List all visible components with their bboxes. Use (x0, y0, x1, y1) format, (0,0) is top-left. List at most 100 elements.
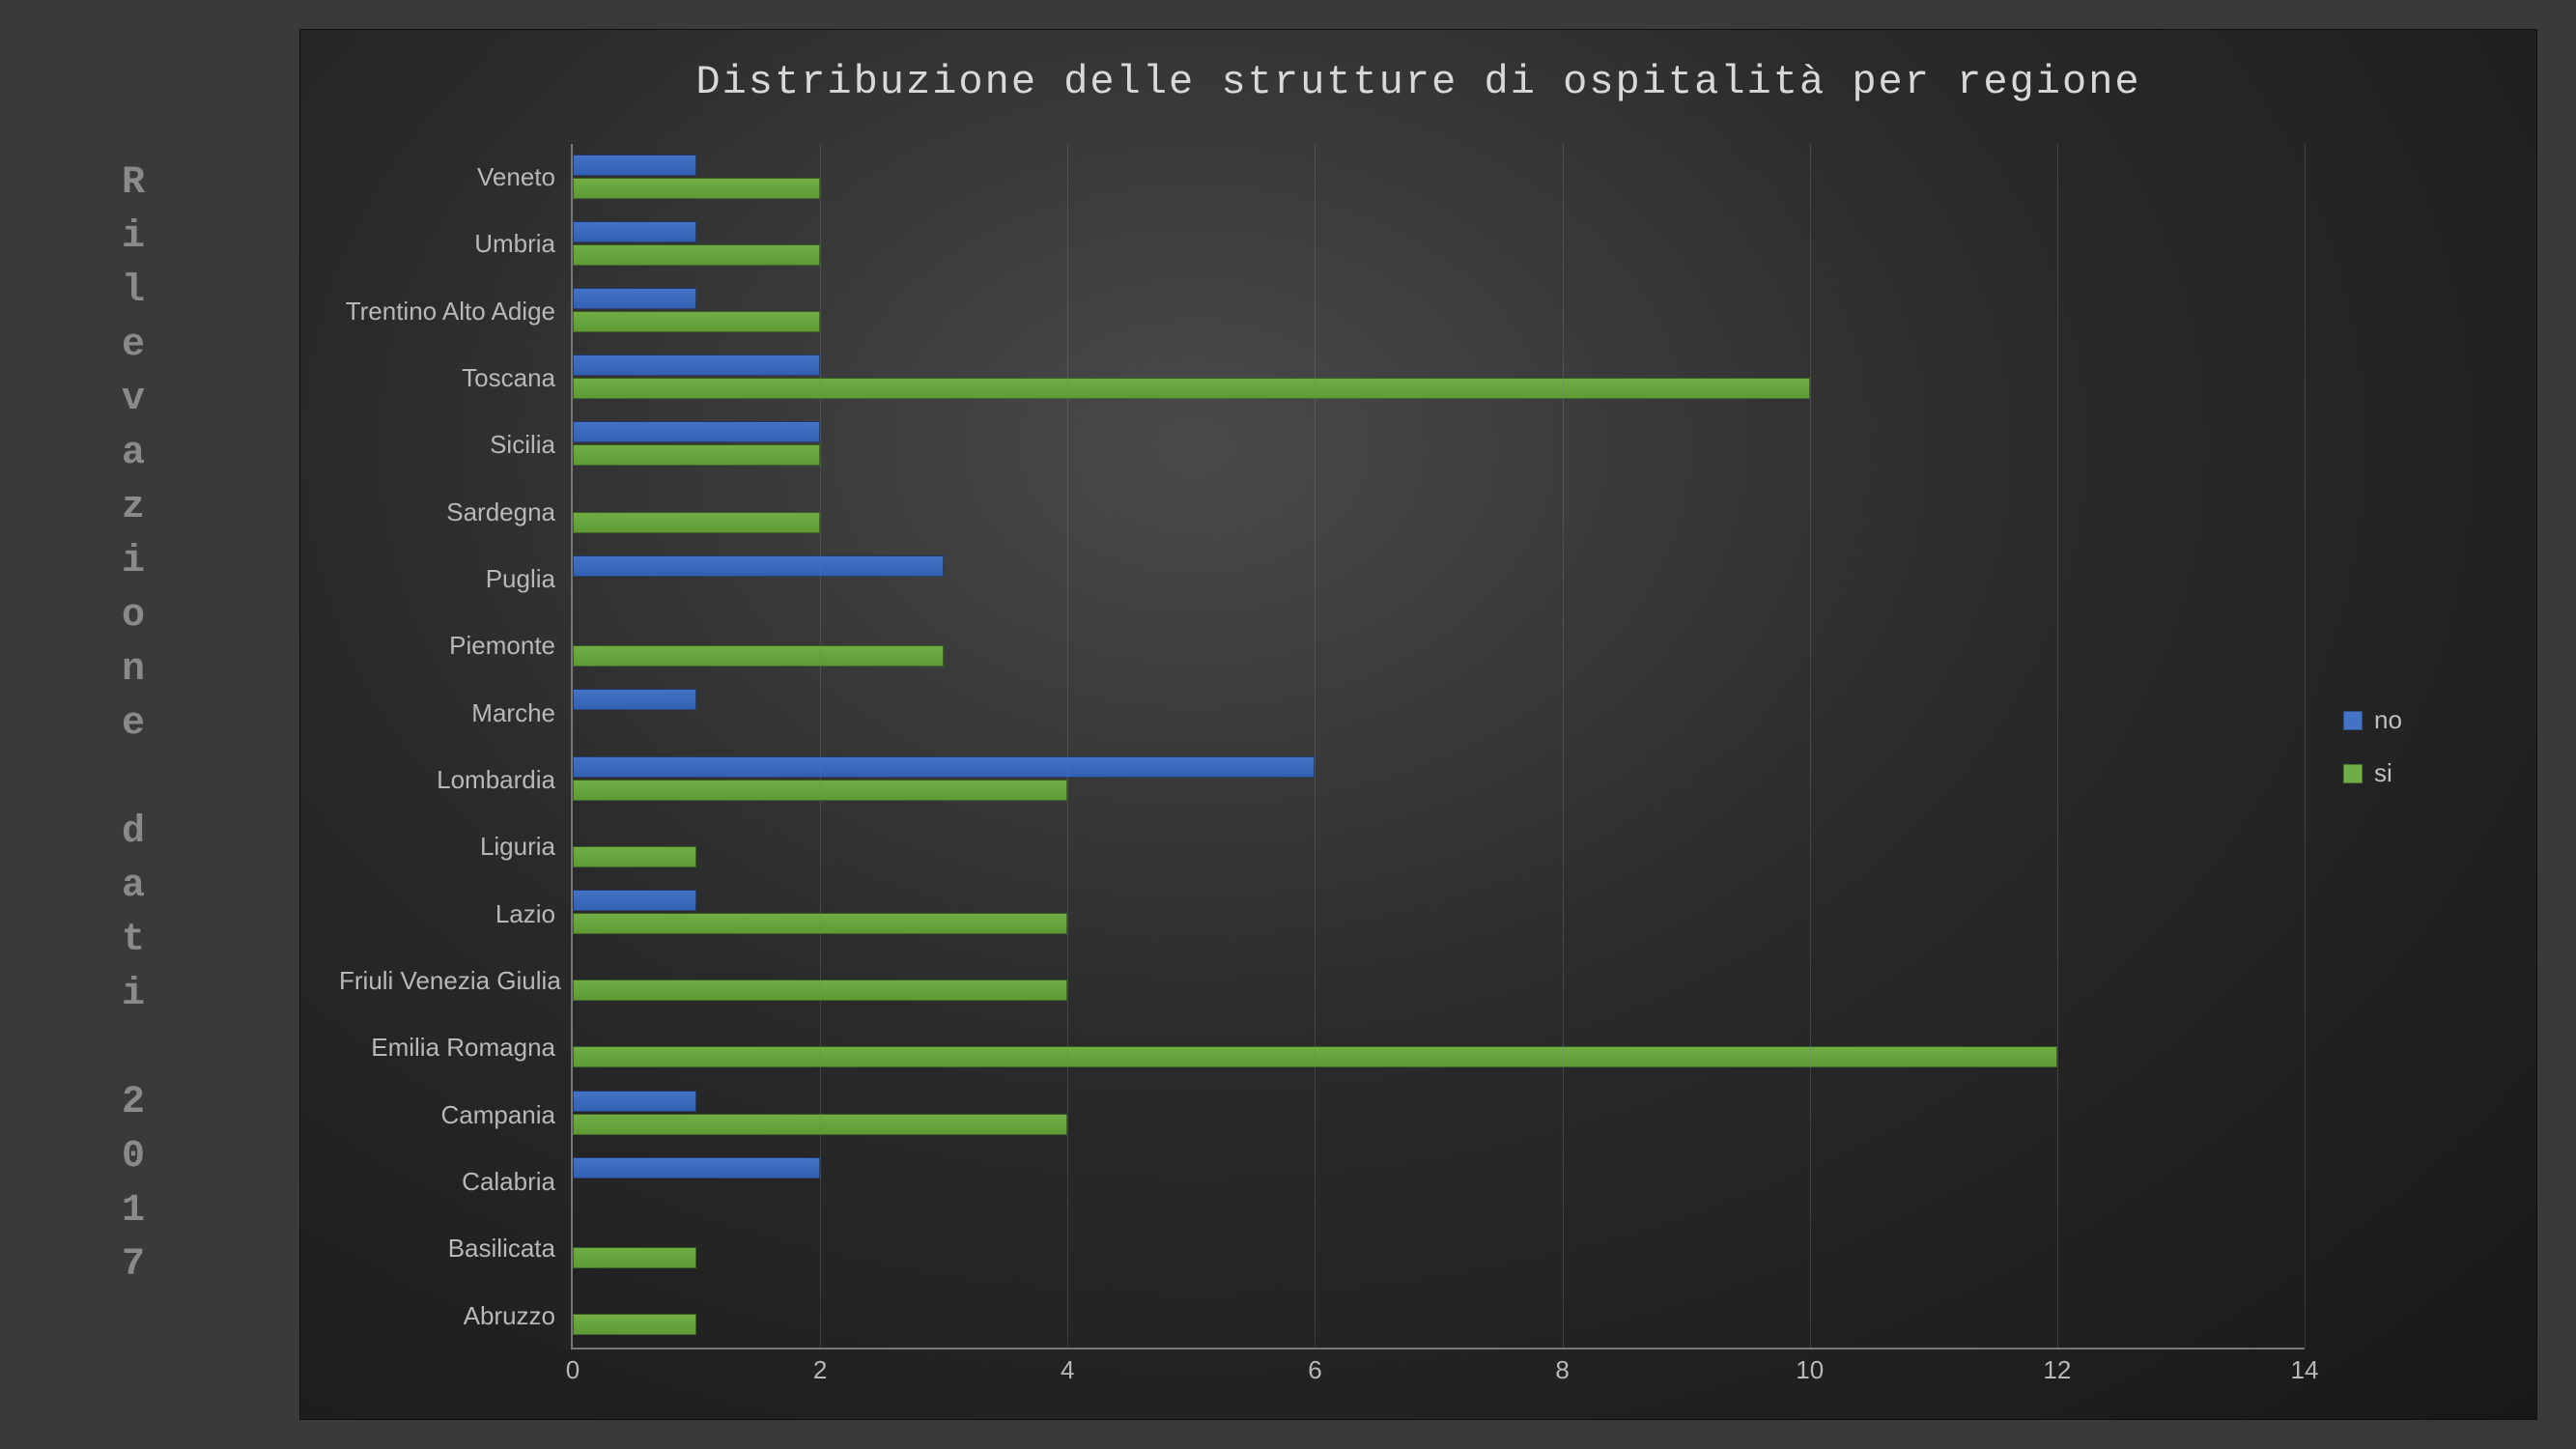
chart-title: Distribuzione delle strutture di ospital… (339, 59, 2498, 105)
sidebar-char (122, 752, 149, 806)
bar-si (573, 444, 820, 466)
x-tick-label: 0 (566, 1355, 580, 1385)
sidebar-char: i (122, 968, 149, 1022)
y-axis-label: Campania (339, 1100, 571, 1130)
sidebar-char: 7 (122, 1238, 149, 1293)
bar-no (573, 221, 696, 242)
bar-group (573, 685, 2305, 739)
legend: no si (2305, 144, 2498, 1350)
bar-no (573, 1157, 820, 1179)
x-tick-label: 10 (1796, 1355, 1824, 1385)
bar-si (573, 311, 820, 332)
gridline (1563, 144, 1564, 1348)
bar-group (573, 1287, 2305, 1341)
sidebar-char: 1 (122, 1184, 149, 1238)
x-tick-label: 2 (813, 1355, 827, 1385)
sidebar-char: n (122, 643, 149, 697)
sidebar-char: v (122, 373, 149, 427)
y-axis-label: Friuli Venezia Giulia (339, 966, 571, 996)
y-axis-label: Toscana (339, 363, 571, 393)
gridline (1810, 144, 1811, 1348)
main: Distribuzione delle strutture di ospital… (270, 0, 2576, 1449)
sidebar-char: R (122, 156, 149, 211)
sidebar: Rilevazione dati 2017 (0, 0, 270, 1449)
bar-group (573, 417, 2305, 471)
bar-si (573, 378, 1810, 399)
sidebar-char: 0 (122, 1130, 149, 1184)
legend-item-no: no (2343, 705, 2498, 735)
y-axis-label: Basilicata (339, 1234, 571, 1264)
bar-si (573, 645, 944, 667)
sidebar-char: o (122, 589, 149, 643)
bar-si (573, 846, 696, 867)
legend-label: no (2374, 705, 2402, 735)
gridline (2057, 144, 2058, 1348)
bar-no (573, 421, 820, 442)
sidebar-char: e (122, 697, 149, 752)
bar-group (573, 952, 2305, 1007)
sidebar-char: t (122, 914, 149, 968)
bar-no (573, 689, 696, 710)
bar-no (573, 355, 820, 376)
x-tick-label: 8 (1555, 1355, 1569, 1385)
bar-no (573, 890, 696, 911)
x-tick-label: 14 (2291, 1355, 2319, 1385)
sidebar-char: a (122, 427, 149, 481)
bar-group (573, 886, 2305, 940)
sidebar-char: i (122, 535, 149, 589)
gridline (1067, 144, 1068, 1348)
bar-si (573, 512, 820, 533)
bar-group (573, 552, 2305, 606)
y-axis-label: Abruzzo (339, 1301, 571, 1331)
y-axis-label: Trentino Alto Adige (339, 297, 571, 327)
bar-no (573, 1091, 696, 1112)
bar-group (573, 1153, 2305, 1208)
bar-no (573, 756, 1315, 778)
legend-item-si: si (2343, 758, 2498, 788)
bar-si (573, 1314, 696, 1335)
bar-si (573, 244, 820, 266)
bar-group (573, 485, 2305, 539)
bar-groups (573, 144, 2305, 1348)
sidebar-char (122, 1022, 149, 1076)
y-axis-label: Piemonte (339, 631, 571, 661)
sidebar-char: d (122, 806, 149, 860)
bar-group (573, 351, 2305, 405)
y-axis-label: Veneto (339, 162, 571, 192)
plot-area: 02468101214 (571, 144, 2305, 1350)
chart-panel: Distribuzione delle strutture di ospital… (299, 29, 2537, 1420)
x-tick-label: 4 (1061, 1355, 1074, 1385)
gridline (820, 144, 821, 1348)
y-axis-label: Liguria (339, 832, 571, 862)
gridline (2305, 144, 2306, 1348)
y-axis-label: Calabria (339, 1167, 571, 1197)
bar-group (573, 753, 2305, 807)
bar-group (573, 819, 2305, 873)
legend-swatch (2343, 711, 2363, 730)
bar-group (573, 151, 2305, 205)
bar-group (573, 284, 2305, 338)
legend-label: si (2374, 758, 2392, 788)
bar-group (573, 1220, 2305, 1274)
chart-body: VenetoUmbriaTrentino Alto AdigeToscanaSi… (339, 144, 2498, 1350)
y-axis-label: Emilia Romagna (339, 1033, 571, 1063)
sidebar-char: z (122, 481, 149, 535)
y-axis-label: Puglia (339, 564, 571, 594)
x-tick-label: 12 (2043, 1355, 2071, 1385)
bar-group (573, 217, 2305, 271)
sidebar-label: Rilevazione dati 2017 (122, 156, 149, 1293)
bar-si (573, 1247, 696, 1268)
bar-si (573, 178, 820, 199)
y-axis-label: Marche (339, 698, 571, 728)
sidebar-char: a (122, 860, 149, 914)
sidebar-char: l (122, 265, 149, 319)
x-axis-ticks: 02468101214 (573, 1355, 2305, 1384)
sidebar-char: 2 (122, 1076, 149, 1130)
sidebar-char: i (122, 211, 149, 265)
bar-group (573, 1019, 2305, 1073)
sidebar-char: e (122, 319, 149, 373)
gridline (1315, 144, 1316, 1348)
x-tick-label: 6 (1308, 1355, 1321, 1385)
y-axis-label: Umbria (339, 229, 571, 259)
bar-no (573, 155, 696, 176)
